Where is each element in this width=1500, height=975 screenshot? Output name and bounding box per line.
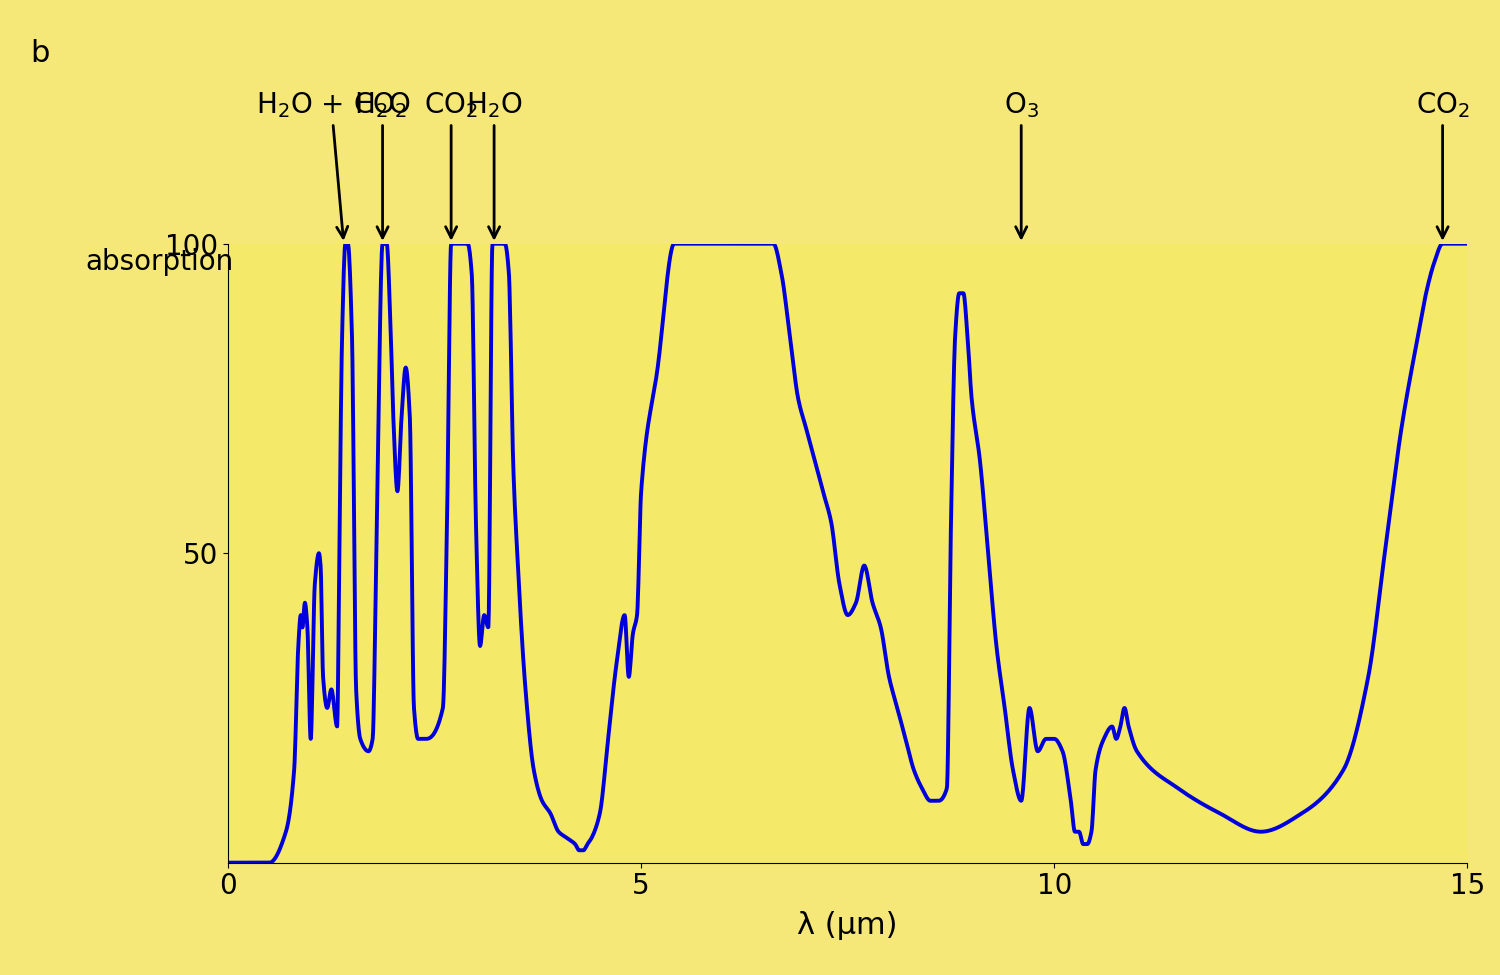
Y-axis label: absorption: absorption (86, 249, 234, 276)
Text: CO$_2$: CO$_2$ (1416, 90, 1470, 238)
Text: CO$_2$: CO$_2$ (424, 90, 478, 238)
Text: H$_2$O + CO$_2$: H$_2$O + CO$_2$ (256, 90, 406, 238)
Text: b: b (30, 39, 50, 68)
Text: O$_3$: O$_3$ (1004, 90, 1038, 238)
Text: H$_2$O: H$_2$O (466, 90, 522, 238)
X-axis label: λ (μm): λ (μm) (798, 912, 898, 941)
Text: H$_2$O: H$_2$O (354, 90, 411, 238)
